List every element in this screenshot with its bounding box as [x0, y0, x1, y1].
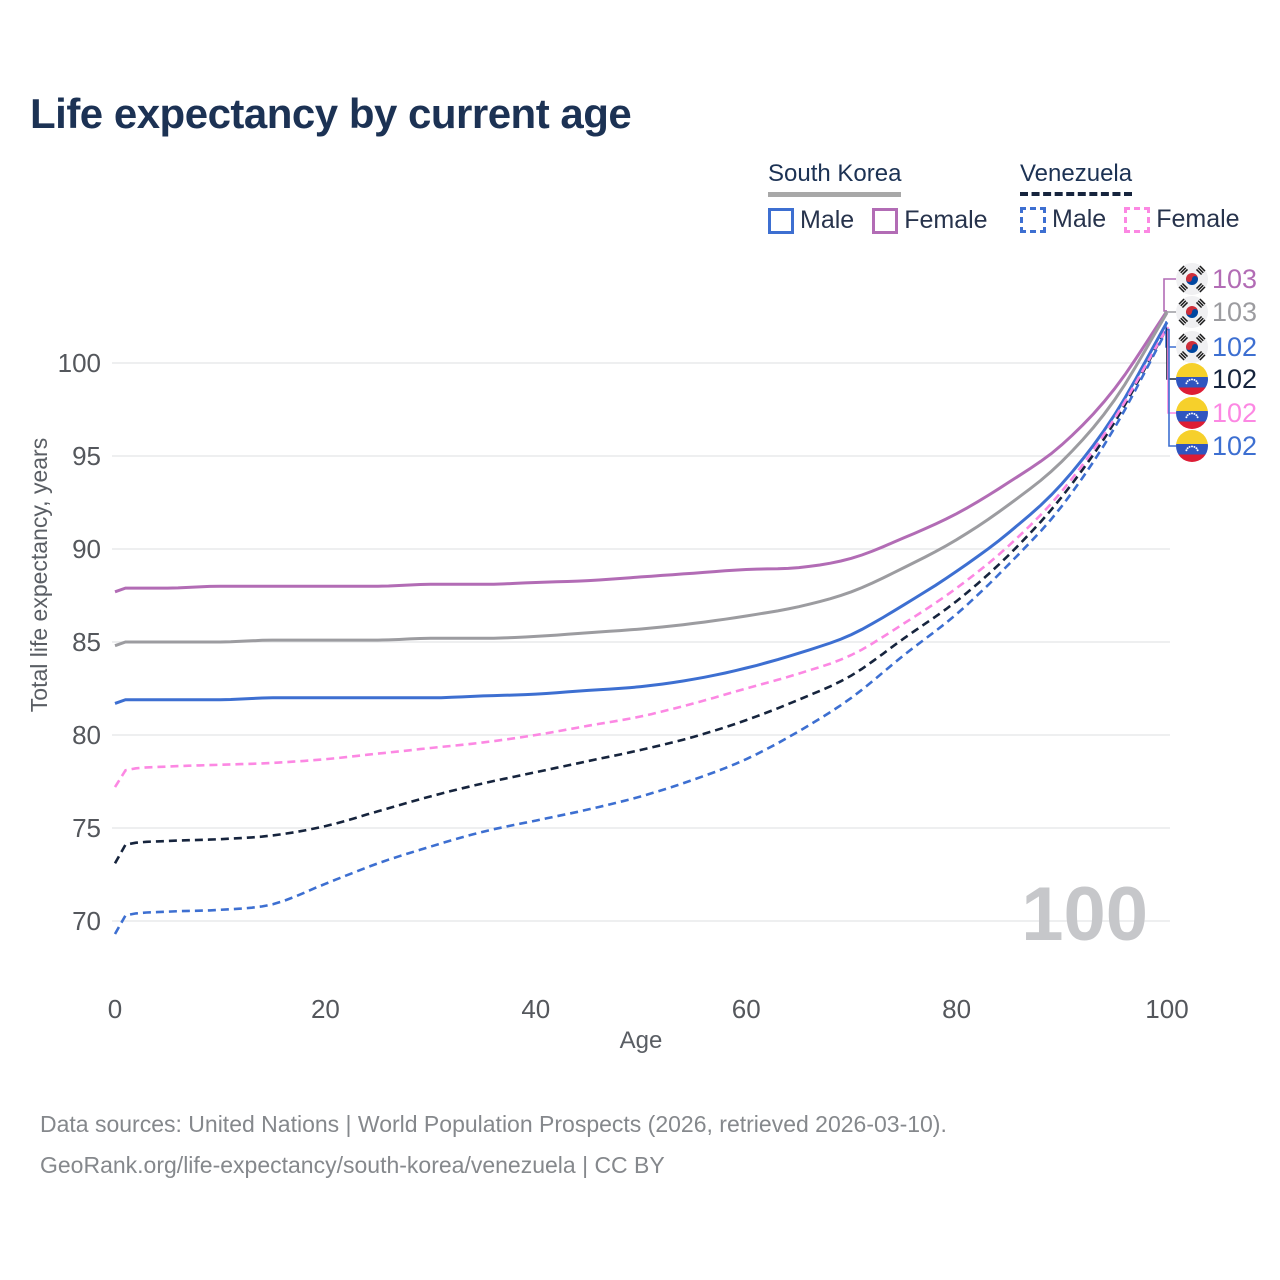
legend-group-south-korea: South Korea Male Female — [768, 160, 988, 235]
series-line-venezuela-male — [113, 328, 1169, 935]
end-value-label: 102 — [1212, 398, 1257, 428]
x-tick-label: 0 — [108, 994, 122, 1024]
south-korea-female-swatch — [872, 207, 899, 234]
legend-row-south-korea: Male Female — [768, 206, 988, 235]
venezuela-male-swatch — [1020, 206, 1046, 233]
legend-label-venezuela-male: Male — [1052, 205, 1107, 233]
end-value-label: 103 — [1212, 264, 1257, 294]
footer: Data sources: United Nations | World Pop… — [40, 1104, 947, 1186]
x-tick-label: 40 — [521, 994, 550, 1024]
y-tick-label: 80 — [72, 720, 101, 750]
south-korea-flag-icon — [1176, 263, 1208, 295]
leader-line — [1165, 321, 1176, 348]
leader-line — [1167, 326, 1176, 414]
legend-label-south-korea-female: Female — [904, 206, 988, 234]
footer-data-sources: Data sources: United Nations | World Pop… — [40, 1111, 947, 1137]
y-tick-label: 70 — [72, 906, 101, 936]
end-value-label: 103 — [1212, 297, 1257, 327]
x-axis-title: Age — [620, 1027, 663, 1054]
footer-attribution: GeoRank.org/life-expectancy/south-korea/… — [40, 1152, 665, 1178]
leader-line — [1164, 311, 1176, 314]
y-tick-label: 75 — [72, 813, 101, 843]
end-value-label: 102 — [1212, 431, 1257, 461]
y-tick-label: 90 — [72, 534, 101, 564]
legend-row-venezuela: Male Female — [1020, 205, 1240, 234]
legend-group-venezuela: Venezuela Male Female — [1020, 160, 1240, 234]
y-tick-label: 95 — [72, 441, 101, 471]
legend-item-south-korea-female[interactable]: Female — [872, 206, 988, 235]
venezuela-flag-icon — [1176, 397, 1208, 429]
legend-country-venezuela[interactable]: Venezuela — [1020, 160, 1133, 196]
y-tick-label: 85 — [72, 627, 101, 657]
venezuela-flag-icon — [1176, 363, 1208, 395]
south-korea-male-swatch — [768, 207, 794, 234]
south-korea-flag-icon — [1176, 331, 1208, 363]
leader-line — [1163, 278, 1176, 312]
gridlines: 70 75 80 85 90 95 100 — [58, 348, 1170, 936]
series-line-venezuela-female — [113, 327, 1169, 788]
x-tick-label: 100 — [1145, 994, 1188, 1024]
leader-line — [1166, 327, 1176, 380]
y-tick-label: 100 — [58, 348, 101, 378]
page-title: Life expectancy by current age — [30, 90, 632, 137]
legend-item-venezuela-male[interactable]: Male — [1020, 205, 1106, 234]
end-value-label: 102 — [1212, 332, 1257, 362]
age-counter-watermark: 100 — [1021, 872, 1148, 957]
venezuela-female-swatch — [1124, 206, 1151, 233]
x-tick-label: 20 — [311, 994, 340, 1024]
legend-country-south-korea[interactable]: South Korea — [768, 160, 902, 197]
legend-label-venezuela-female: Female — [1156, 205, 1240, 233]
series-lines — [113, 310, 1169, 935]
leader-line — [1167, 328, 1176, 447]
venezuela-flag-icon — [1176, 430, 1208, 462]
end-value-label: 102 — [1212, 364, 1257, 394]
series-line-south-korea-both-sexes — [114, 312, 1169, 648]
series-line-venezuela-both-sexes — [113, 327, 1169, 864]
series-line-south-korea-female — [114, 310, 1169, 594]
series-line-south-korea-male — [114, 321, 1169, 705]
legend-item-south-korea-male[interactable]: Male — [768, 206, 854, 235]
x-tick-label: 80 — [942, 994, 971, 1024]
legend-label-south-korea-male: Male — [800, 206, 855, 234]
y-axis-title: Total life expectancy, years — [26, 438, 52, 712]
x-tick-label: 60 — [732, 994, 761, 1024]
axes: 0 20 40 60 80 100 Age Total life expectancy, ye… — [26, 438, 1189, 1054]
legend-item-venezuela-female[interactable]: Female — [1124, 205, 1240, 234]
south-korea-flag-icon — [1176, 296, 1208, 328]
